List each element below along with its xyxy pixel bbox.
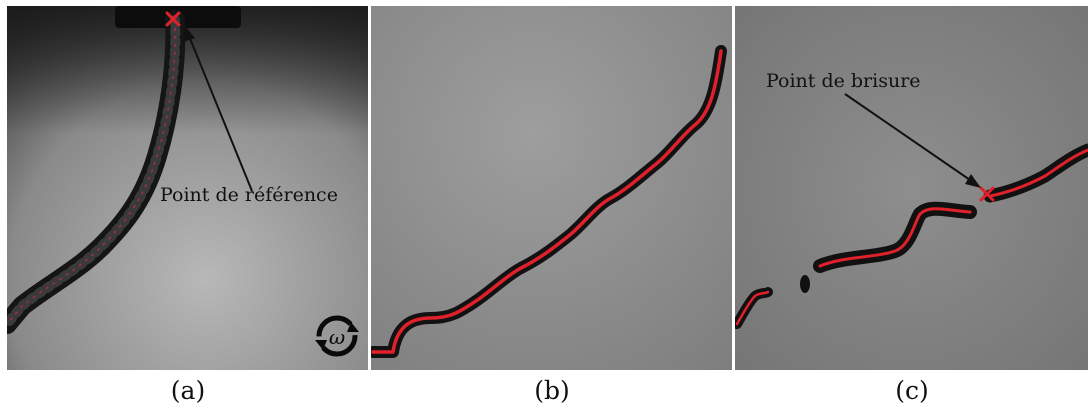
panel-b-image [371,6,732,370]
rope-photo-a: ω [7,6,368,370]
cross-marker-icon [165,11,181,27]
caption-a: (a) [170,376,206,405]
panel-a-image: ω [7,6,368,370]
caption-c: (c) [895,376,929,405]
arrow-to-break [844,93,981,188]
rope-photo-c [735,6,1088,370]
rope-trace [371,49,723,354]
cross-marker-icon [979,186,995,202]
arrow-to-reference [183,26,253,192]
caption-b: (b) [534,376,570,405]
rope-trace [7,19,177,325]
svg-text:ω: ω [329,325,345,349]
rope-photo-b [371,6,732,370]
rotation-omega-icon: ω [315,315,359,357]
panel-c-image [735,6,1088,370]
break-point-label: Point de brisure [766,70,921,92]
reference-point-label: Point de référence [160,184,338,206]
